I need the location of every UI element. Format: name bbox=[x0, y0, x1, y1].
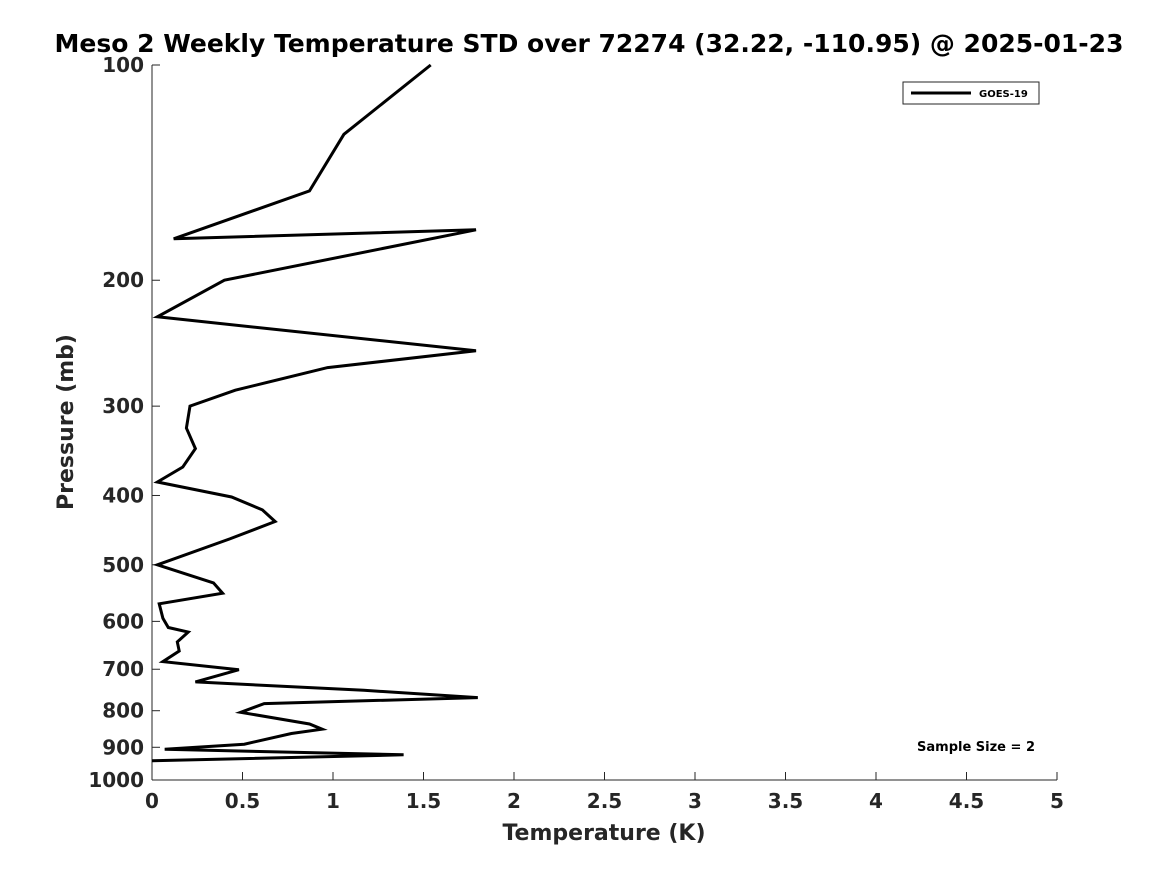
x-tick-label: 3 bbox=[688, 789, 702, 813]
x-tick-label: 0 bbox=[145, 789, 159, 813]
x-tick-label: 2 bbox=[507, 789, 521, 813]
x-tick-label: 5 bbox=[1050, 789, 1064, 813]
y-tick-label: 100 bbox=[102, 53, 144, 77]
y-ticks: 100 200 300 400 500 600 700 800 900 1000 bbox=[88, 53, 160, 792]
y-tick-label: 300 bbox=[102, 394, 144, 418]
x-axis-label: Temperature (K) bbox=[502, 821, 705, 846]
chart-title: Meso 2 Weekly Temperature STD over 72274… bbox=[55, 29, 1124, 58]
y-tick-label: 800 bbox=[102, 699, 144, 723]
y-tick-label: 200 bbox=[102, 268, 144, 292]
legend-entry-goes-19: GOES-19 bbox=[979, 89, 1028, 100]
y-tick-label: 400 bbox=[102, 483, 144, 507]
y-tick-label: 1000 bbox=[88, 768, 144, 792]
x-tick-label: 4 bbox=[869, 789, 883, 813]
series-layer bbox=[151, 63, 478, 763]
y-tick-label: 500 bbox=[102, 553, 144, 577]
y-tick-label: 900 bbox=[102, 735, 144, 759]
y-axis-label: Pressure (mb) bbox=[54, 334, 79, 510]
x-tick-label: 3.5 bbox=[768, 789, 803, 813]
x-tick-label: 1 bbox=[326, 789, 340, 813]
sample-size-annotation: Sample Size = 2 bbox=[917, 740, 1035, 755]
x-tick-label: 0.5 bbox=[225, 789, 260, 813]
x-tick-label: 1.5 bbox=[406, 789, 441, 813]
x-tick-label: 4.5 bbox=[949, 789, 984, 813]
x-tick-label: 2.5 bbox=[587, 789, 622, 813]
series-line-goes-19 bbox=[151, 63, 478, 763]
y-tick-label: 600 bbox=[102, 609, 144, 633]
x-ticks: 0 0.5 1 1.5 2 2.5 3 3.5 4 4.5 5 bbox=[145, 772, 1064, 813]
y-tick-label: 700 bbox=[102, 657, 144, 681]
legend: GOES-19 bbox=[902, 81, 1040, 105]
